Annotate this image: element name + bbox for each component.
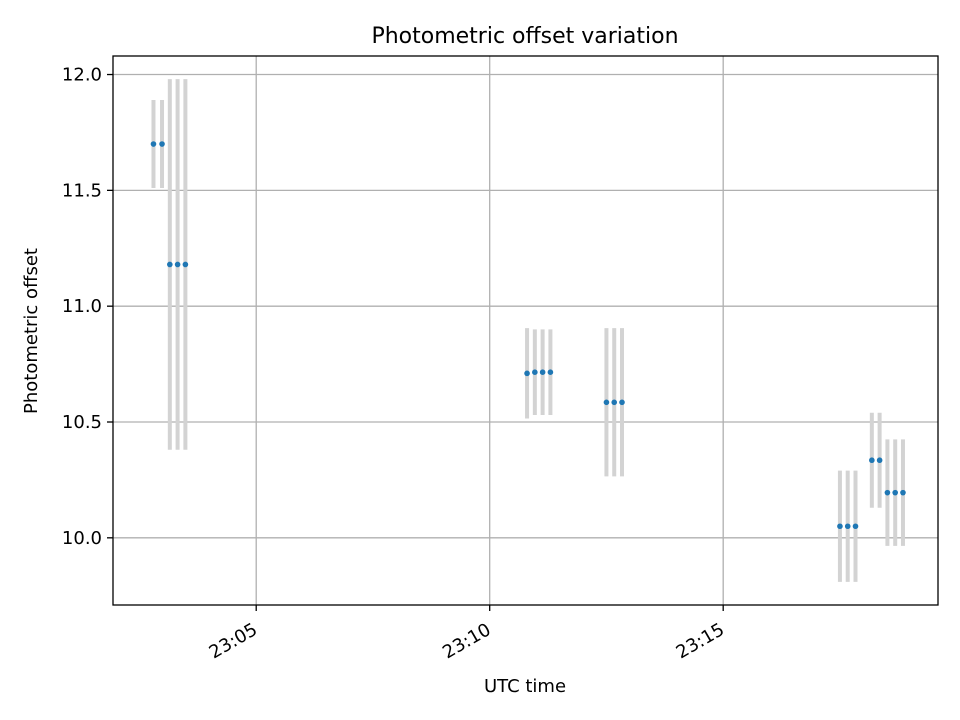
data-point	[884, 489, 891, 496]
y-tick-label: 11.5	[62, 180, 102, 201]
y-tick-label: 11.0	[62, 296, 102, 317]
data-point	[174, 261, 181, 268]
data-point	[900, 489, 906, 496]
data-point	[524, 370, 530, 377]
y-axis-ticks: 10.0 10.5 11.0 11.5 12.0	[62, 65, 113, 549]
data-point	[150, 141, 157, 147]
data-point	[837, 523, 843, 530]
data-point	[539, 369, 546, 375]
data-point	[876, 457, 883, 464]
plot-frame	[112, 55, 939, 606]
data-point	[844, 523, 851, 530]
data-point	[182, 261, 189, 268]
data-point	[547, 369, 554, 375]
y-tick-label: 12.0	[62, 65, 102, 86]
data-point	[892, 489, 898, 496]
data-point	[869, 457, 875, 464]
y-axis-label: Photometric offset	[21, 248, 42, 414]
data-point	[532, 369, 538, 375]
data-point	[611, 399, 618, 406]
grid	[113, 56, 938, 605]
x-axis-label: UTC time	[484, 676, 566, 697]
data-points	[150, 141, 906, 530]
data-point	[619, 399, 625, 406]
chart-title: Photometric offset variation	[371, 24, 678, 49]
data-point	[852, 523, 859, 530]
y-tick-label: 10.0	[62, 528, 102, 549]
data-point	[159, 141, 165, 147]
data-point	[167, 261, 173, 268]
data-point	[603, 399, 610, 406]
y-tick-label: 10.5	[62, 412, 102, 433]
